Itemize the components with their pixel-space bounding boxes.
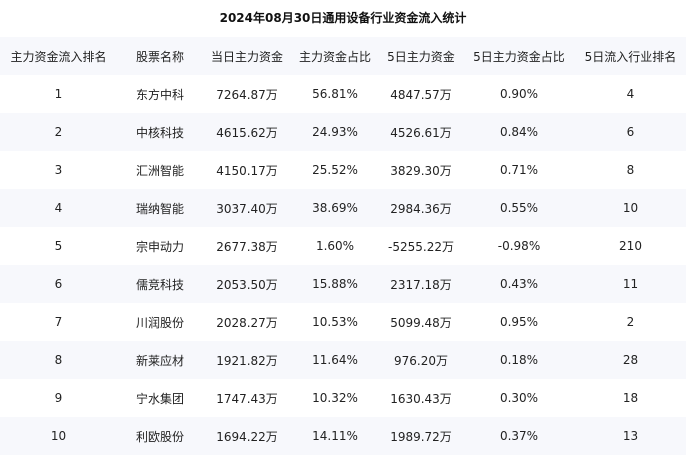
cell-stock-name: 川润股份 bbox=[135, 315, 184, 330]
header-main-fund-ratio: 主力资金占比 bbox=[298, 49, 371, 64]
cell-5day-main-fund-ratio: 0.71% bbox=[499, 163, 539, 177]
fund-flow-table: 主力资金流入排名 股票名称 当日主力资金 主力资金占比 5日主力资金 5日主力资金占比 5日… bbox=[0, 37, 686, 455]
cell-daily-main-fund: 4150.17万 bbox=[216, 163, 278, 178]
cell-5day-main-fund: 3829.30万 bbox=[390, 163, 452, 178]
cell-5day-main-fund-ratio: 0.37% bbox=[499, 429, 539, 443]
table-row: 8 新莱应材 1921.82万 11.64% 976.20万 0.18% 28 bbox=[0, 341, 686, 379]
cell-5day-main-fund-ratio: 0.30% bbox=[499, 391, 539, 405]
cell-daily-main-fund: 1694.22万 bbox=[216, 429, 278, 444]
table-header-row: 主力资金流入排名 股票名称 当日主力资金 主力资金占比 5日主力资金 5日主力资金占比 5日… bbox=[0, 37, 686, 75]
header-5day-main-fund-ratio: 5日主力资金占比 bbox=[473, 49, 565, 64]
cell-main-fund-ratio: 25.52% bbox=[312, 163, 358, 177]
cell-5day-main-fund-ratio: 0.55% bbox=[499, 201, 539, 215]
cell-daily-main-fund: 4615.62万 bbox=[216, 125, 278, 140]
cell-main-fund-ratio: 10.53% bbox=[312, 315, 358, 329]
cell-5day-industry-rank: 18 bbox=[622, 391, 639, 405]
table-row: 4 瑞纳智能 3037.40万 38.69% 2984.36万 0.55% 10 bbox=[0, 189, 686, 227]
cell-daily-main-fund: 2028.27万 bbox=[216, 315, 278, 330]
cell-5day-main-fund: 5099.48万 bbox=[390, 315, 452, 330]
cell-rank: 2 bbox=[54, 125, 63, 139]
cell-5day-industry-rank: 11 bbox=[622, 277, 639, 291]
cell-stock-name: 中核科技 bbox=[135, 125, 184, 140]
header-5day-main-fund: 5日主力资金 bbox=[387, 49, 455, 64]
cell-stock-name: 儒竞科技 bbox=[135, 277, 184, 292]
page-title: 2024年08月30日通用设备行业资金流入统计 bbox=[219, 11, 467, 25]
cell-5day-industry-rank: 210 bbox=[619, 239, 642, 253]
cell-rank: 7 bbox=[54, 315, 63, 329]
cell-rank: 8 bbox=[54, 353, 63, 367]
cell-5day-main-fund-ratio: 0.43% bbox=[499, 277, 539, 291]
cell-rank: 3 bbox=[54, 163, 63, 177]
table-row: 10 利欧股份 1694.22万 14.11% 1989.72万 0.37% 13 bbox=[0, 417, 686, 455]
cell-stock-name: 东方中科 bbox=[135, 87, 184, 102]
cell-daily-main-fund: 2677.38万 bbox=[216, 239, 278, 254]
header-stock-name: 股票名称 bbox=[135, 49, 184, 64]
table-row: 1 东方中科 7264.87万 56.81% 4847.57万 0.90% 4 bbox=[0, 75, 686, 113]
table-body: 1 东方中科 7264.87万 56.81% 4847.57万 0.90% 4 2 中核科技 46… bbox=[0, 75, 686, 455]
cell-stock-name: 汇洲智能 bbox=[135, 163, 184, 178]
cell-5day-industry-rank: 2 bbox=[626, 315, 635, 329]
cell-main-fund-ratio: 15.88% bbox=[312, 277, 358, 291]
cell-main-fund-ratio: 24.93% bbox=[312, 125, 358, 139]
cell-5day-main-fund: 4526.61万 bbox=[390, 125, 452, 140]
header-5day-industry-rank: 5日流入行业排名 bbox=[584, 49, 677, 64]
table-row: 3 汇洲智能 4150.17万 25.52% 3829.30万 0.71% 8 bbox=[0, 151, 686, 189]
cell-5day-main-fund: 2984.36万 bbox=[390, 201, 452, 216]
cell-main-fund-ratio: 10.32% bbox=[312, 391, 358, 405]
cell-daily-main-fund: 1747.43万 bbox=[216, 391, 278, 406]
cell-5day-main-fund-ratio: 0.90% bbox=[499, 87, 539, 101]
cell-5day-main-fund: 1989.72万 bbox=[390, 429, 452, 444]
cell-stock-name: 宁水集团 bbox=[135, 391, 184, 406]
cell-daily-main-fund: 2053.50万 bbox=[216, 277, 278, 292]
cell-daily-main-fund: 3037.40万 bbox=[216, 201, 278, 216]
cell-5day-main-fund-ratio: 0.95% bbox=[499, 315, 539, 329]
cell-5day-main-fund-ratio: 0.84% bbox=[499, 125, 539, 139]
header-rank: 主力资金流入排名 bbox=[10, 49, 107, 64]
cell-5day-main-fund: 976.20万 bbox=[394, 353, 448, 368]
table-row: 7 川润股份 2028.27万 10.53% 5099.48万 0.95% 2 bbox=[0, 303, 686, 341]
cell-rank: 4 bbox=[54, 201, 63, 215]
cell-main-fund-ratio: 56.81% bbox=[312, 87, 358, 101]
cell-main-fund-ratio: 14.11% bbox=[312, 429, 358, 443]
cell-5day-industry-rank: 13 bbox=[622, 429, 639, 443]
cell-stock-name: 瑞纳智能 bbox=[135, 201, 184, 216]
cell-rank: 9 bbox=[54, 391, 63, 405]
cell-5day-industry-rank: 28 bbox=[622, 353, 639, 367]
cell-stock-name: 宗申动力 bbox=[135, 239, 184, 254]
cell-rank: 5 bbox=[54, 239, 63, 253]
header-daily-main-fund: 当日主力资金 bbox=[210, 49, 283, 64]
cell-5day-industry-rank: 4 bbox=[626, 87, 635, 101]
cell-5day-industry-rank: 10 bbox=[622, 201, 639, 215]
cell-main-fund-ratio: 1.60% bbox=[315, 239, 355, 253]
cell-5day-main-fund: 4847.57万 bbox=[390, 87, 452, 102]
cell-daily-main-fund: 7264.87万 bbox=[216, 87, 278, 102]
cell-5day-main-fund-ratio: -0.98% bbox=[497, 239, 541, 253]
cell-main-fund-ratio: 11.64% bbox=[312, 353, 358, 367]
cell-rank: 6 bbox=[54, 277, 63, 291]
cell-5day-main-fund-ratio: 0.18% bbox=[499, 353, 539, 367]
cell-main-fund-ratio: 38.69% bbox=[312, 201, 358, 215]
cell-daily-main-fund: 1921.82万 bbox=[216, 353, 278, 368]
cell-rank: 1 bbox=[54, 87, 63, 101]
cell-5day-main-fund: -5255.22万 bbox=[388, 239, 454, 254]
table-row: 2 中核科技 4615.62万 24.93% 4526.61万 0.84% 6 bbox=[0, 113, 686, 151]
cell-5day-industry-rank: 6 bbox=[626, 125, 635, 139]
cell-stock-name: 新莱应材 bbox=[135, 353, 184, 368]
cell-5day-industry-rank: 8 bbox=[626, 163, 635, 177]
cell-stock-name: 利欧股份 bbox=[135, 429, 184, 444]
cell-5day-main-fund: 2317.18万 bbox=[390, 277, 452, 292]
cell-rank: 10 bbox=[50, 429, 67, 443]
table-row: 9 宁水集团 1747.43万 10.32% 1630.43万 0.30% 18 bbox=[0, 379, 686, 417]
table-row: 5 宗申动力 2677.38万 1.60% -5255.22万 -0.98% 210 bbox=[0, 227, 686, 265]
cell-5day-main-fund: 1630.43万 bbox=[390, 391, 452, 406]
table-row: 6 儒竞科技 2053.50万 15.88% 2317.18万 0.43% 11 bbox=[0, 265, 686, 303]
